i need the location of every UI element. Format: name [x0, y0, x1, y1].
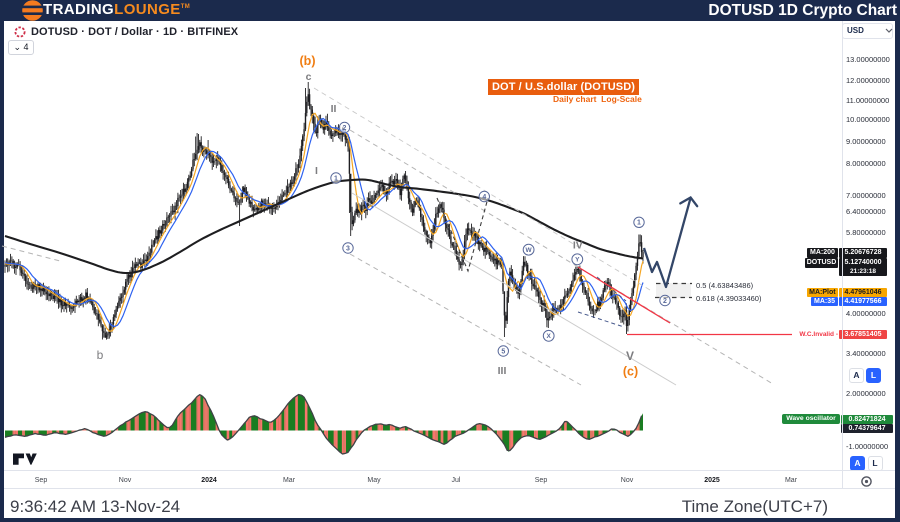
svg-text:III: III — [498, 365, 507, 377]
svg-text:I: I — [315, 165, 318, 177]
svg-text:0.618 (4.39033460): 0.618 (4.39033460) — [696, 294, 762, 303]
svg-text:5: 5 — [501, 348, 505, 355]
svg-text:(b): (b) — [300, 54, 316, 68]
svg-text:II: II — [331, 103, 337, 115]
svg-text:c: c — [306, 71, 312, 83]
svg-text:3: 3 — [346, 245, 350, 252]
svg-text:2: 2 — [343, 125, 347, 132]
svg-text:2: 2 — [663, 298, 667, 305]
svg-text:Y: Y — [575, 257, 580, 264]
svg-text:0.5 (4.63843486): 0.5 (4.63843486) — [696, 281, 754, 290]
svg-text:b: b — [97, 348, 104, 362]
svg-text:W: W — [526, 247, 533, 254]
svg-text:4: 4 — [482, 194, 486, 201]
svg-text:V: V — [626, 349, 634, 363]
svg-text:1: 1 — [637, 220, 641, 227]
svg-text:(c): (c) — [623, 365, 638, 379]
svg-text:X: X — [547, 333, 552, 340]
svg-text:IV: IV — [573, 240, 583, 252]
svg-text:1: 1 — [334, 175, 338, 182]
